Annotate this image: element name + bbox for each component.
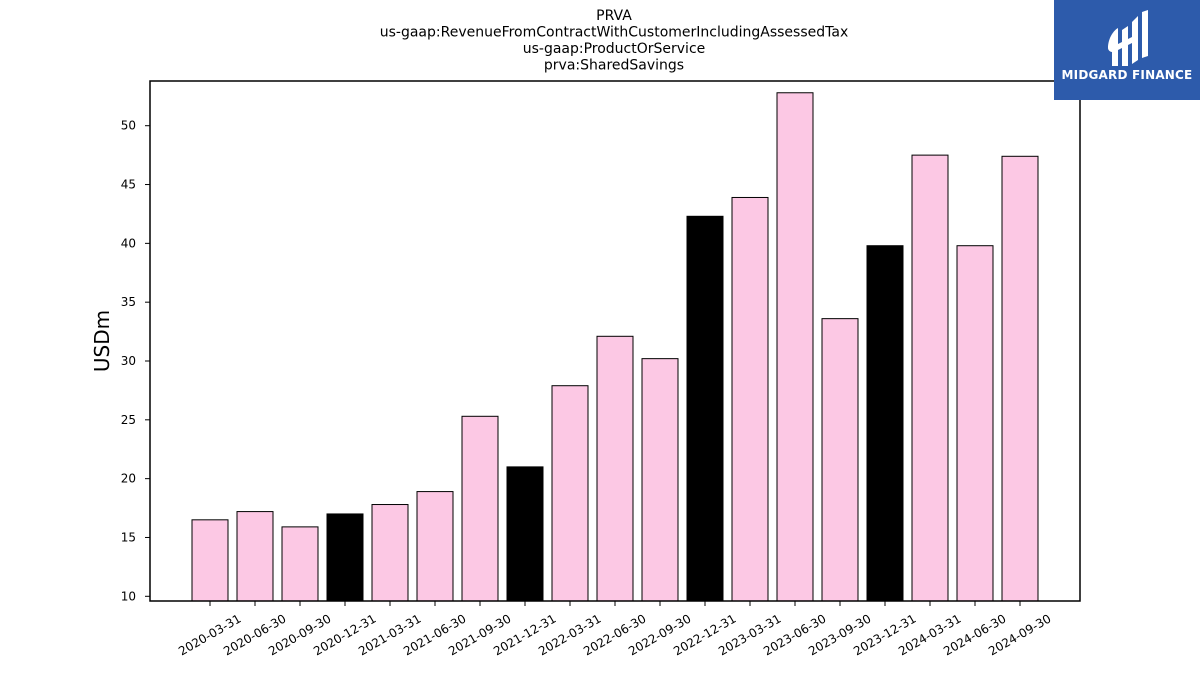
bar	[191, 519, 229, 602]
bar	[596, 335, 634, 602]
bar	[821, 318, 859, 602]
bar	[776, 92, 814, 602]
y-axis-label: USDm	[90, 310, 114, 372]
y-tick-label: 50	[121, 119, 136, 133]
y-tick-label: 40	[121, 236, 136, 250]
y-tick-label: 45	[121, 178, 136, 192]
y-tick-label: 30	[121, 354, 136, 368]
y-tick-label: 35	[121, 295, 136, 309]
y-tick-label: 20	[121, 472, 136, 486]
chart-title-line: PRVA	[596, 8, 632, 24]
logo-mark-icon	[1108, 10, 1148, 66]
y-tick-label: 10	[121, 589, 136, 603]
chart-title-line: us-gaap:RevenueFromContractWithCustomerI…	[380, 25, 849, 41]
y-axis: 10 15 20 25 30 35 40 45 50	[121, 119, 150, 603]
bar	[371, 504, 409, 602]
bar	[551, 385, 589, 602]
bar	[506, 466, 544, 602]
bar	[326, 513, 364, 602]
logo-text: MIDGARD FINANCE	[1061, 68, 1193, 82]
y-tick-label: 25	[121, 413, 136, 427]
chart-title-line: us-gaap:ProductOrService	[523, 41, 706, 57]
bar	[641, 358, 679, 602]
bar	[281, 526, 319, 602]
bar	[911, 154, 949, 602]
y-tick-label: 15	[121, 530, 136, 544]
chart-title-line: prva:SharedSavings	[544, 58, 684, 74]
bar	[236, 511, 274, 602]
bar	[866, 245, 904, 602]
bar	[416, 491, 454, 602]
bars	[191, 92, 1039, 602]
chart-title: PRVAus-gaap:RevenueFromContractWithCusto…	[380, 8, 849, 74]
x-axis: 2020-03-312020-06-302020-09-302020-12-31…	[176, 601, 1054, 658]
bar	[686, 215, 724, 602]
midgard-finance-logo: MIDGARD FINANCE	[1054, 0, 1200, 100]
bar	[1001, 155, 1039, 602]
bar	[461, 415, 499, 602]
bar	[731, 196, 769, 602]
bar	[956, 245, 994, 602]
